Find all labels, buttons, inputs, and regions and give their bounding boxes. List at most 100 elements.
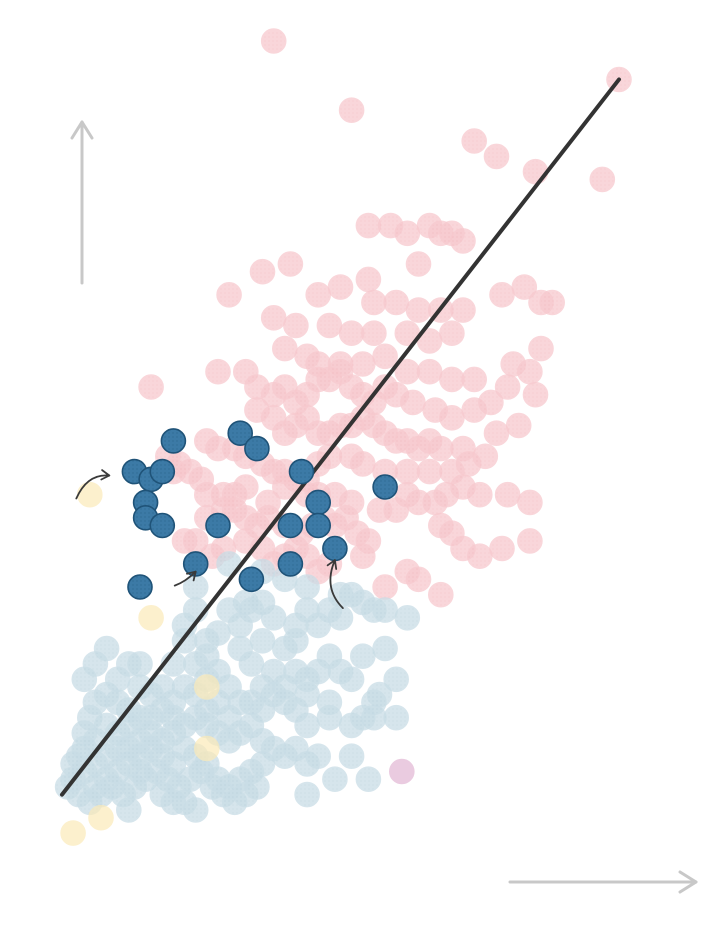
class-b-point-27 bbox=[305, 612, 332, 639]
class-a-point-26 bbox=[511, 274, 538, 300]
class-b-point-145 bbox=[238, 689, 265, 716]
class-a-point-2 bbox=[338, 97, 365, 123]
y-axis-arrow bbox=[70, 120, 94, 285]
class-b-point-84 bbox=[305, 743, 332, 770]
class-b-point-127 bbox=[338, 743, 365, 770]
class-a-point-112 bbox=[472, 443, 499, 470]
class-a-point-9 bbox=[394, 220, 421, 247]
class-a-point-16 bbox=[277, 251, 304, 277]
class-a-point-5 bbox=[522, 158, 549, 185]
class-a-point-18 bbox=[305, 281, 332, 308]
highlighted-point-7 bbox=[227, 420, 253, 447]
highlighted-point-0 bbox=[160, 428, 187, 454]
class-b-point-135 bbox=[127, 651, 153, 677]
outlier-yellow-point-4 bbox=[60, 820, 86, 846]
highlighted-point-16 bbox=[305, 489, 332, 516]
class-b-point-159 bbox=[116, 735, 142, 762]
highlighted-point-8 bbox=[244, 435, 270, 462]
highlighted-point-15 bbox=[277, 551, 304, 577]
outlier-yellow-point-1 bbox=[138, 604, 164, 631]
class-b-point-131 bbox=[71, 666, 98, 693]
class-b-point-31 bbox=[372, 635, 398, 662]
class-a-point-50 bbox=[528, 335, 554, 362]
highlighted-point-3 bbox=[149, 458, 176, 485]
class-a-point-22 bbox=[405, 297, 432, 323]
class-a-point-156 bbox=[489, 535, 515, 562]
class-a-point-46 bbox=[439, 366, 465, 393]
class-a-point-47 bbox=[461, 366, 488, 393]
class-b-point-164 bbox=[160, 789, 187, 816]
series-class-b bbox=[54, 551, 421, 823]
class-a-point-136 bbox=[494, 481, 521, 508]
trend-line bbox=[60, 77, 621, 797]
class-b-point-123 bbox=[294, 781, 320, 808]
class-a-point-38 bbox=[271, 335, 298, 362]
class-a-point-121 bbox=[233, 474, 259, 500]
class-b-point-146 bbox=[316, 643, 343, 670]
class-a-point-173 bbox=[372, 574, 398, 600]
class-b-point-42 bbox=[316, 704, 343, 731]
class-a-point-172 bbox=[405, 566, 432, 593]
outlier-purple-point-0 bbox=[388, 758, 415, 785]
class-a-point-24 bbox=[450, 297, 476, 323]
class-b-point-142 bbox=[294, 681, 320, 708]
class-a-point-42 bbox=[349, 351, 376, 377]
class-a-point-72 bbox=[494, 374, 521, 400]
class-b-point-152 bbox=[160, 704, 187, 731]
class-a-point-123 bbox=[271, 474, 298, 500]
class-a-point-21 bbox=[383, 289, 410, 316]
annotations bbox=[75, 469, 344, 609]
x-axis-arrow bbox=[508, 870, 698, 894]
class-a-point-170 bbox=[349, 543, 376, 570]
class-a-point-69 bbox=[439, 404, 465, 431]
class-b-point-39 bbox=[383, 704, 410, 731]
outlier-yellow-point-2 bbox=[194, 674, 220, 700]
class-a-point-34 bbox=[361, 320, 387, 347]
class-a-point-71 bbox=[478, 389, 504, 416]
class-a-point-31 bbox=[283, 312, 309, 339]
class-a-point-3 bbox=[461, 128, 488, 154]
class-a-point-135 bbox=[466, 481, 493, 508]
class-a-point-0 bbox=[260, 28, 287, 54]
class-b-point-150 bbox=[383, 666, 410, 693]
class-b-point-14 bbox=[260, 604, 287, 631]
class-a-point-52 bbox=[205, 358, 231, 385]
class-a-point-92 bbox=[483, 420, 510, 447]
highlighted-point-17 bbox=[305, 512, 332, 539]
highlighted-point-19 bbox=[372, 474, 398, 500]
annotation-arrow-0 bbox=[75, 469, 111, 500]
class-a-point-13 bbox=[450, 228, 476, 254]
highlighted-point-12 bbox=[127, 574, 153, 600]
highlighted-point-10 bbox=[205, 512, 231, 539]
class-a-point-49 bbox=[517, 358, 543, 385]
class-a-point-14 bbox=[405, 251, 432, 277]
highlighted-point-13 bbox=[238, 566, 265, 593]
series-highlighted bbox=[121, 420, 398, 600]
series-class-a bbox=[138, 28, 632, 608]
class-b-point-121 bbox=[244, 774, 270, 800]
class-a-point-37 bbox=[439, 320, 465, 347]
class-a-point-20 bbox=[361, 289, 387, 316]
highlighted-point-11 bbox=[182, 551, 209, 577]
class-b-point-28 bbox=[283, 627, 309, 654]
highlighted-point-9 bbox=[288, 458, 315, 485]
class-a-point-43 bbox=[372, 343, 398, 370]
class-a-point-4 bbox=[483, 143, 510, 170]
class-a-point-67 bbox=[400, 389, 426, 416]
class-a-point-6 bbox=[589, 166, 616, 193]
class-a-point-45 bbox=[416, 358, 443, 385]
class-a-point-93 bbox=[505, 412, 532, 439]
highlighted-point-18 bbox=[322, 535, 348, 562]
class-b-point-52 bbox=[182, 651, 209, 677]
class-b-point-160 bbox=[127, 758, 153, 785]
class-b-point-132 bbox=[104, 666, 131, 693]
class-b-point-151 bbox=[194, 697, 220, 723]
series-outliers bbox=[60, 481, 415, 846]
class-a-point-15 bbox=[249, 258, 276, 285]
class-b-point-17 bbox=[249, 627, 276, 654]
class-b-point-36 bbox=[338, 666, 365, 693]
class-a-point-7 bbox=[355, 212, 382, 239]
class-b-point-125 bbox=[355, 766, 382, 793]
class-b-point-122 bbox=[116, 797, 142, 823]
